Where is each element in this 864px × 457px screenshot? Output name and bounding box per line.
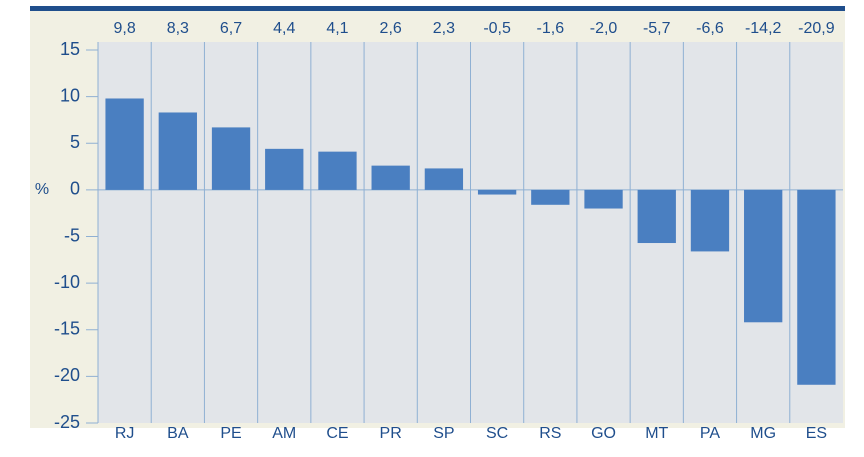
bar: [105, 98, 144, 190]
bar: [371, 165, 410, 190]
value-label: 2,3: [433, 20, 455, 37]
x-tick-label: PA: [700, 425, 720, 442]
x-tick-label: BA: [167, 425, 189, 442]
x-tick-label: AM: [272, 425, 296, 442]
x-tick-label: SP: [433, 425, 454, 442]
x-tick-label: CE: [326, 425, 348, 442]
y-tick-label: -25: [54, 412, 80, 432]
y-tick-label: -20: [54, 365, 80, 385]
bar: [158, 112, 197, 190]
x-tick-label: MG: [750, 425, 776, 442]
bar: [424, 168, 464, 190]
value-label: -5,7: [643, 20, 671, 37]
y-tick-label: 0: [70, 179, 80, 199]
x-tick-label: MT: [645, 425, 668, 442]
value-label: -1,6: [537, 20, 565, 37]
bar: [477, 189, 517, 195]
bar: [637, 189, 676, 244]
bar: [318, 151, 357, 190]
x-tick-label: PR: [380, 425, 402, 442]
y-tick-label: -15: [54, 319, 80, 339]
x-tick-label: GO: [591, 425, 616, 442]
y-tick-label: 10: [60, 85, 80, 105]
x-tick-label: ES: [806, 425, 827, 442]
top-rule: [30, 6, 845, 11]
x-tick-label: PE: [220, 425, 241, 442]
bar: [797, 189, 836, 385]
x-tick-label: RS: [539, 425, 561, 442]
x-tick-label: SC: [486, 425, 508, 442]
x-tick-label: RJ: [115, 425, 135, 442]
value-label: -2,0: [590, 20, 618, 37]
bar: [265, 148, 304, 190]
y-tick-label: 5: [70, 132, 80, 152]
value-label: 2,6: [380, 20, 402, 37]
bar: [211, 127, 251, 190]
bar: [531, 189, 570, 205]
value-label: 4,1: [326, 20, 348, 37]
bar: [690, 189, 730, 252]
y-tick-label: -10: [54, 272, 80, 292]
value-label: -14,2: [745, 20, 782, 37]
y-axis-label: %: [35, 181, 49, 198]
value-label: 6,7: [220, 20, 242, 37]
y-tick-label: 15: [60, 39, 80, 59]
y-tick-label: -5: [64, 225, 80, 245]
value-label: 8,3: [167, 20, 189, 37]
value-label: 4,4: [273, 20, 295, 37]
bar: [744, 189, 783, 323]
value-label: -0,5: [483, 20, 511, 37]
value-label: 9,8: [113, 20, 135, 37]
bar: [584, 189, 623, 209]
value-label: -20,9: [798, 20, 835, 37]
value-label: -6,6: [696, 20, 724, 37]
